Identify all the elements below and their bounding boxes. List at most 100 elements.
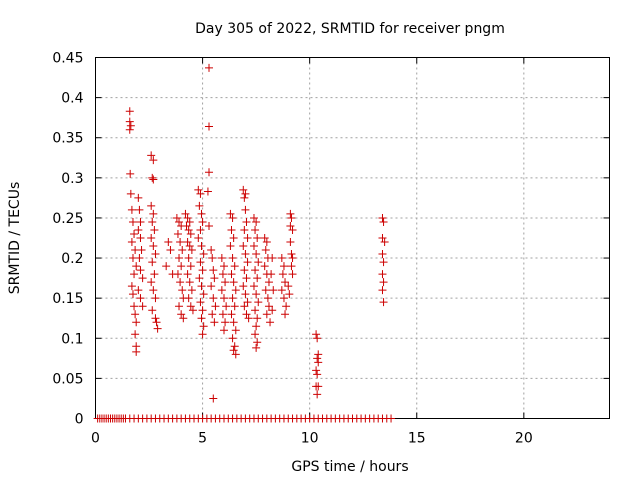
data-point — [281, 278, 290, 287]
data-point — [162, 262, 171, 271]
data-point — [264, 278, 273, 287]
data-point — [314, 382, 323, 391]
data-point — [229, 346, 238, 355]
chart-title: Day 305 of 2022, SRMTID for receiver png… — [195, 21, 505, 37]
data-point — [313, 354, 322, 363]
x-axis-label: GPS time / hours — [291, 459, 408, 475]
y-tick-label: 0.4 — [61, 91, 83, 107]
data-point — [261, 246, 270, 255]
y-tick-label: 0.35 — [52, 131, 83, 147]
y-axis-label: SRMTID / TECUs — [7, 182, 23, 295]
data-point — [136, 294, 145, 303]
data-point — [197, 282, 206, 291]
data-point — [184, 225, 193, 234]
data-point — [138, 302, 147, 311]
data-point — [131, 310, 140, 319]
data-point — [251, 266, 260, 275]
data-point — [288, 270, 297, 279]
data-point — [128, 290, 137, 299]
data-point — [252, 343, 261, 352]
data-point — [130, 302, 139, 311]
data-point — [281, 310, 290, 319]
data-point — [149, 156, 158, 165]
data-point — [147, 234, 156, 242]
data-point — [231, 350, 240, 359]
data-point — [379, 258, 388, 267]
data-point — [183, 238, 192, 247]
data-point — [241, 290, 250, 299]
data-point — [199, 290, 208, 299]
data-point — [314, 358, 323, 367]
data-point — [227, 310, 236, 319]
data-point — [135, 254, 144, 263]
data-point — [210, 318, 219, 327]
grid — [95, 57, 610, 419]
data-point — [131, 330, 140, 339]
data-point — [132, 318, 141, 327]
data-point — [378, 270, 387, 279]
data-point — [226, 209, 235, 218]
data-point — [173, 270, 182, 279]
data-point — [218, 270, 227, 279]
data-point — [288, 225, 297, 234]
data-point — [135, 205, 144, 214]
data-point — [249, 213, 258, 222]
data-point — [177, 262, 186, 271]
data-point — [182, 221, 191, 230]
data-point — [279, 262, 288, 271]
data-point — [134, 225, 143, 234]
data-point — [125, 117, 134, 126]
data-point — [151, 294, 160, 303]
data-point — [185, 217, 194, 226]
data-point — [254, 298, 263, 307]
data-point — [285, 290, 294, 299]
data-point — [313, 334, 322, 343]
data-point — [252, 217, 261, 226]
data-point — [380, 238, 389, 247]
data-point — [187, 246, 196, 255]
data-point — [239, 282, 248, 291]
data-point — [149, 209, 158, 218]
data-point — [153, 324, 162, 333]
data-point — [176, 238, 185, 247]
data-point — [127, 205, 136, 214]
data-point — [151, 314, 160, 323]
data-point — [217, 254, 226, 263]
data-point — [314, 350, 323, 359]
data-point — [249, 282, 258, 291]
data-point — [177, 310, 186, 319]
data-point — [221, 318, 230, 327]
data-point — [186, 229, 195, 238]
data-point — [387, 414, 396, 423]
data-point — [149, 242, 158, 251]
data-point — [198, 306, 207, 315]
data-point — [176, 278, 185, 287]
data-point — [209, 266, 218, 275]
data-point — [196, 225, 205, 234]
data-point — [149, 286, 158, 295]
data-point — [218, 310, 227, 319]
data-point — [220, 294, 228, 303]
data-point — [175, 302, 184, 311]
data-point — [195, 274, 204, 283]
data-point — [136, 234, 145, 242]
data-point — [229, 234, 238, 242]
data-point — [209, 294, 218, 303]
data-point — [241, 189, 250, 198]
data-point — [313, 390, 322, 399]
y-tick-label: 0.25 — [52, 211, 83, 227]
data-point — [379, 217, 388, 226]
data-point — [241, 250, 250, 259]
data-point — [209, 394, 218, 403]
data-point — [243, 258, 252, 267]
y-tick-label: 0.45 — [52, 51, 83, 67]
data-point — [239, 242, 248, 251]
data-point — [244, 314, 253, 323]
data-point — [175, 217, 184, 226]
data-point — [138, 274, 147, 283]
data-point — [253, 274, 262, 283]
data-point — [243, 298, 252, 307]
data-marks — [93, 63, 396, 423]
data-point — [178, 286, 187, 295]
